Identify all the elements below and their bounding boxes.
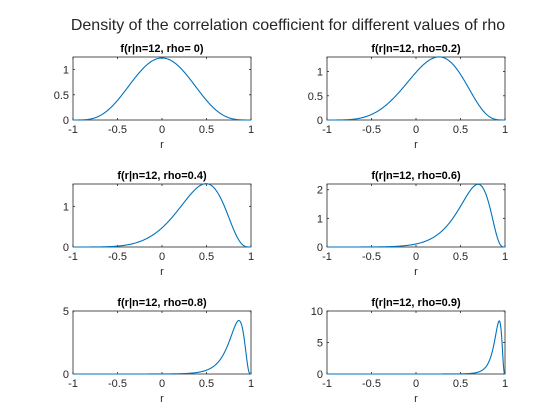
x-tick-label: -1 xyxy=(68,378,78,390)
x-tick-label: -1 xyxy=(322,378,332,390)
x-tick-label: 0 xyxy=(159,251,165,263)
y-tick-label: 0 xyxy=(63,242,69,254)
subplot-5: f(r|n=12, rho=0.8) -1 -0.5 0 0.5 1 0 5 r xyxy=(63,297,254,405)
y-tick-label: 0 xyxy=(63,369,69,381)
subplot-grid: f(r|n=12, rho= 0)-1 -0.5 0 0.5 100.51rf(r|n=… xyxy=(54,43,508,405)
subplot-title: f(r|n=12, rho=0.2) xyxy=(371,43,461,55)
y-tick-label: 5 xyxy=(63,306,69,318)
x-tick-label: -0.5 xyxy=(362,251,381,263)
figure-title: Density of the correlation coefficient f… xyxy=(71,17,505,34)
axes-box xyxy=(326,310,506,375)
x-axis-label: r xyxy=(414,266,418,278)
axes-box xyxy=(72,310,252,375)
density-curve xyxy=(327,320,506,375)
density-curve xyxy=(73,319,252,375)
x-tick-label: 1 xyxy=(248,378,254,390)
y-tick-label: 0.5 xyxy=(308,91,323,103)
axes-box xyxy=(72,183,252,248)
axes-box xyxy=(326,56,506,121)
x-axis-label: r xyxy=(414,139,418,151)
x-tick-label: -0.5 xyxy=(108,378,127,390)
y-tick-label: 0 xyxy=(317,369,323,381)
x-axis-label: r xyxy=(160,139,164,151)
x-tick-label: 0.5 xyxy=(199,378,214,390)
y-tick-label: 1 xyxy=(63,201,69,213)
y-tick-label: 10 xyxy=(311,306,323,318)
x-tick-label: 0 xyxy=(159,124,165,136)
density-curve xyxy=(73,183,251,248)
subplot-title: f(r|n=12, rho= 0) xyxy=(120,43,203,55)
x-tick-label: 0 xyxy=(159,378,165,390)
y-tick-label: 0 xyxy=(317,115,323,127)
subplot-1: f(r|n=12, rho= 0) -1 -0.5 0 0.5 1 0 0.5 1 r xyxy=(54,43,254,151)
y-tick-label: 1 xyxy=(63,65,69,77)
x-tick-label: -0.5 xyxy=(362,124,381,136)
x-tick-label: 1 xyxy=(502,124,508,136)
subplot-title: f(r|n=12, rho=0.4) xyxy=(117,170,207,182)
subplot-4: f(r|n=12, rho=0.6) -1 -0.5 0 0.5 1 0 1 2 r xyxy=(317,170,508,278)
y-tick-label: 0.5 xyxy=(54,90,69,102)
x-tick-label: 1 xyxy=(248,124,254,136)
x-tick-label: -0.5 xyxy=(108,251,127,263)
subplot-title: f(r|n=12, rho=0.6) xyxy=(371,170,461,182)
x-tick-label: 1 xyxy=(502,251,508,263)
x-tick-label: 0.5 xyxy=(453,124,468,136)
x-tick-label: -1 xyxy=(68,251,78,263)
y-tick-label: 2 xyxy=(317,185,323,197)
density-curve xyxy=(327,183,505,248)
x-tick-label: 0 xyxy=(413,124,419,136)
x-tick-label: -0.5 xyxy=(362,378,381,390)
x-axis-label: r xyxy=(414,393,418,405)
subplot-3: f(r|n=12, rho=0.4) -1 -0.5 0 0.5 1 0 1 r xyxy=(63,170,254,278)
x-tick-label: -1 xyxy=(322,124,332,136)
x-tick-label: 1 xyxy=(502,378,508,390)
x-tick-label: -1 xyxy=(68,124,78,136)
x-tick-label: 0 xyxy=(413,251,419,263)
x-tick-label: 0.5 xyxy=(199,251,214,263)
x-tick-label: -0.5 xyxy=(108,124,127,136)
y-tick-label: 1 xyxy=(317,213,323,225)
x-tick-label: 0.5 xyxy=(453,378,468,390)
density-curve xyxy=(73,57,251,121)
y-tick-label: 1 xyxy=(317,67,323,79)
axes-box xyxy=(72,56,252,121)
subplot-title: f(r|n=12, rho=0.8) xyxy=(117,297,207,309)
x-tick-label: 0.5 xyxy=(199,124,214,136)
x-tick-label: 1 xyxy=(248,251,254,263)
x-tick-label: 0.5 xyxy=(453,251,468,263)
axes-box xyxy=(326,183,506,248)
y-tick-label: 5 xyxy=(317,338,323,350)
x-axis-label: r xyxy=(160,393,164,405)
x-tick-label: -1 xyxy=(322,251,332,263)
y-tick-label: 0 xyxy=(317,242,323,254)
subplot-title: f(r|n=12, rho=0.9) xyxy=(371,297,461,309)
x-tick-label: 0 xyxy=(413,378,419,390)
y-tick-label: 0 xyxy=(63,115,69,127)
density-curve xyxy=(327,56,505,121)
subplot-2: f(r|n=12, rho=0.2) -1 -0.5 0 0.5 1 0 0.5 1 r xyxy=(308,43,508,151)
x-axis-label: r xyxy=(160,266,164,278)
